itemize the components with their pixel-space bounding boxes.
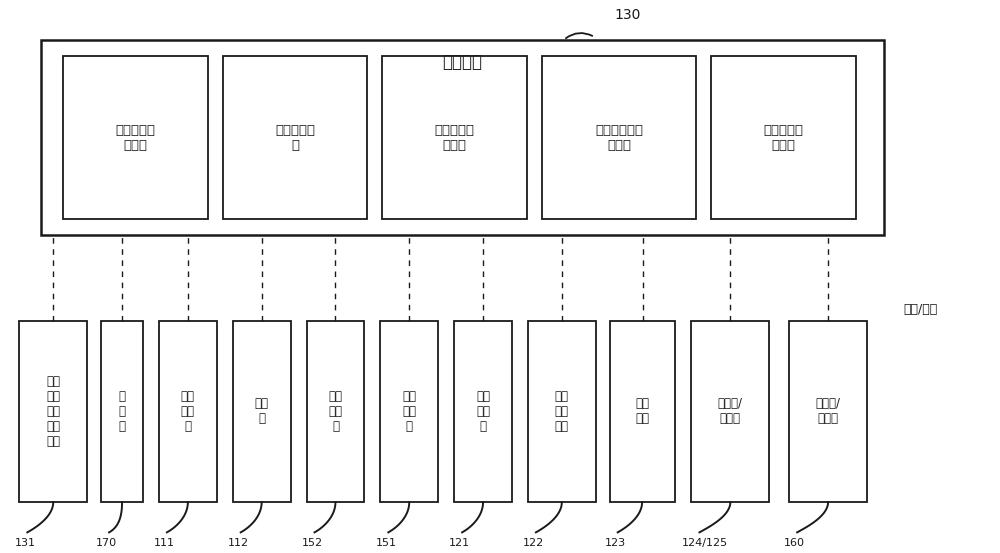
FancyBboxPatch shape: [63, 56, 208, 219]
Text: 直流
充电
桩: 直流 充电 桩: [328, 390, 342, 433]
Text: 储氢罐/
储氧罐: 储氢罐/ 储氧罐: [718, 397, 743, 425]
FancyBboxPatch shape: [380, 321, 438, 502]
FancyBboxPatch shape: [159, 321, 217, 502]
FancyBboxPatch shape: [542, 56, 696, 219]
Text: 压缩机/
加氢枪: 压缩机/ 加氢枪: [816, 397, 841, 425]
Text: 调度
信号
数据
传输
单元: 调度 信号 数据 传输 单元: [46, 375, 60, 448]
Text: 电池
舱: 电池 舱: [255, 397, 269, 425]
Text: 控制模块: 控制模块: [443, 53, 483, 71]
FancyBboxPatch shape: [610, 321, 675, 502]
FancyBboxPatch shape: [41, 40, 884, 235]
Text: 151: 151: [375, 538, 396, 548]
FancyBboxPatch shape: [382, 56, 527, 219]
Text: 第一
逆变
器: 第一 逆变 器: [181, 390, 195, 433]
Text: 130: 130: [615, 8, 641, 22]
Text: 资产收益统
计分析: 资产收益统 计分析: [764, 123, 804, 152]
FancyBboxPatch shape: [528, 321, 596, 502]
Text: 有线/无线: 有线/无线: [904, 303, 938, 316]
FancyBboxPatch shape: [19, 321, 87, 502]
FancyBboxPatch shape: [711, 56, 856, 219]
Text: 直流
控制
器: 直流 控制 器: [402, 390, 416, 433]
Text: 124/125: 124/125: [681, 538, 728, 548]
Text: 131: 131: [14, 538, 35, 548]
FancyBboxPatch shape: [691, 321, 769, 502]
FancyBboxPatch shape: [307, 321, 364, 502]
FancyBboxPatch shape: [233, 321, 291, 502]
FancyBboxPatch shape: [454, 321, 512, 502]
Text: 121: 121: [449, 538, 470, 548]
Text: 123: 123: [605, 538, 626, 548]
Text: 计
量
表: 计 量 表: [119, 390, 126, 433]
Text: 空分
装置: 空分 装置: [635, 397, 649, 425]
Text: 170: 170: [96, 538, 117, 548]
Text: 112: 112: [228, 538, 249, 548]
Text: 设备调控管
理: 设备调控管 理: [275, 123, 315, 152]
Text: 制氢
电解
设备: 制氢 电解 设备: [555, 390, 569, 433]
Text: 111: 111: [154, 538, 175, 548]
Text: 服务交易结
算管理: 服务交易结 算管理: [116, 123, 156, 152]
Text: 设备运维检
修管理: 设备运维检 修管理: [435, 123, 475, 152]
Text: 充电和加氢业
务管理: 充电和加氢业 务管理: [595, 123, 643, 152]
FancyBboxPatch shape: [223, 56, 367, 219]
Text: 第二
逆变
器: 第二 逆变 器: [476, 390, 490, 433]
Text: 122: 122: [523, 538, 544, 548]
Text: 160: 160: [784, 538, 805, 548]
FancyBboxPatch shape: [789, 321, 867, 502]
Text: 152: 152: [302, 538, 323, 548]
FancyBboxPatch shape: [101, 321, 143, 502]
